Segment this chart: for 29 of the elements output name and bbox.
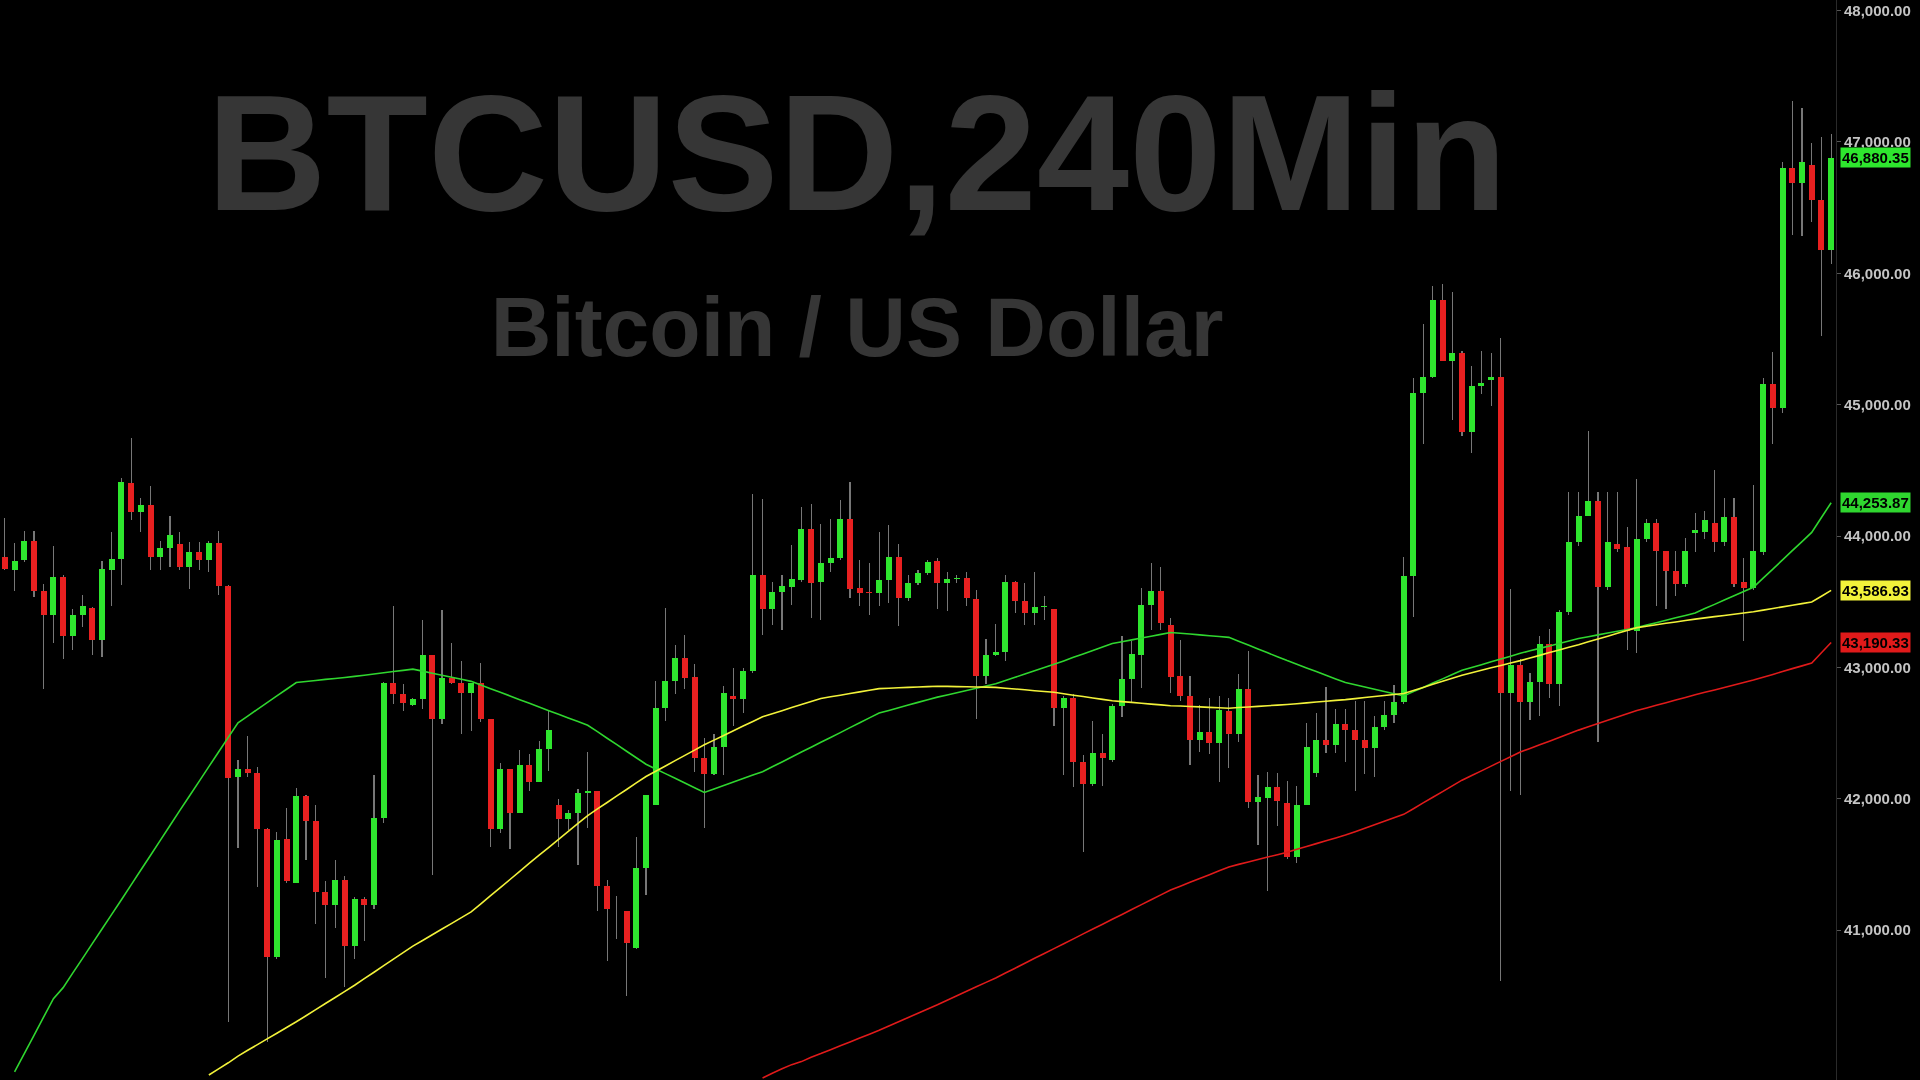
candlestick [1322, 687, 1330, 754]
text: 46,880.35 [1842, 149, 1909, 166]
candlestick [1798, 108, 1806, 237]
line-series [761, 641, 1832, 1079]
candlestick [982, 638, 990, 685]
candlestick [1662, 550, 1670, 609]
y-tick-label: 45,000.00 [1844, 395, 1911, 413]
data-label: 43,586.93 [1842, 582, 1909, 599]
candlestick [1254, 775, 1262, 845]
candlestick [302, 794, 310, 861]
y-tick-label: 44,000.00 [1844, 527, 1911, 545]
line-series [13, 501, 1832, 1073]
candlestick [234, 760, 242, 849]
candlestick [574, 788, 582, 865]
candlestick [438, 609, 446, 725]
y-tick-label: 46,000.00 [1844, 264, 1911, 282]
candlestick [1118, 636, 1126, 718]
candlestick [1390, 685, 1398, 723]
data-label: 43,190.33 [1842, 634, 1909, 651]
candlestick [778, 575, 786, 630]
y-tick-label: 48,000.00 [1844, 1, 1911, 19]
data-label: 44,253.87 [1842, 494, 1909, 511]
y-tick-label: 47,000.00 [1844, 133, 1911, 151]
line-series [208, 589, 1832, 1076]
y-tick-label: 42,000.00 [1844, 790, 1911, 808]
y-tick-label: 41,000.00 [1844, 921, 1911, 939]
candlestick [1526, 673, 1534, 721]
y-tick-label: 43,000.00 [1844, 658, 1911, 676]
candlestick [166, 516, 174, 568]
